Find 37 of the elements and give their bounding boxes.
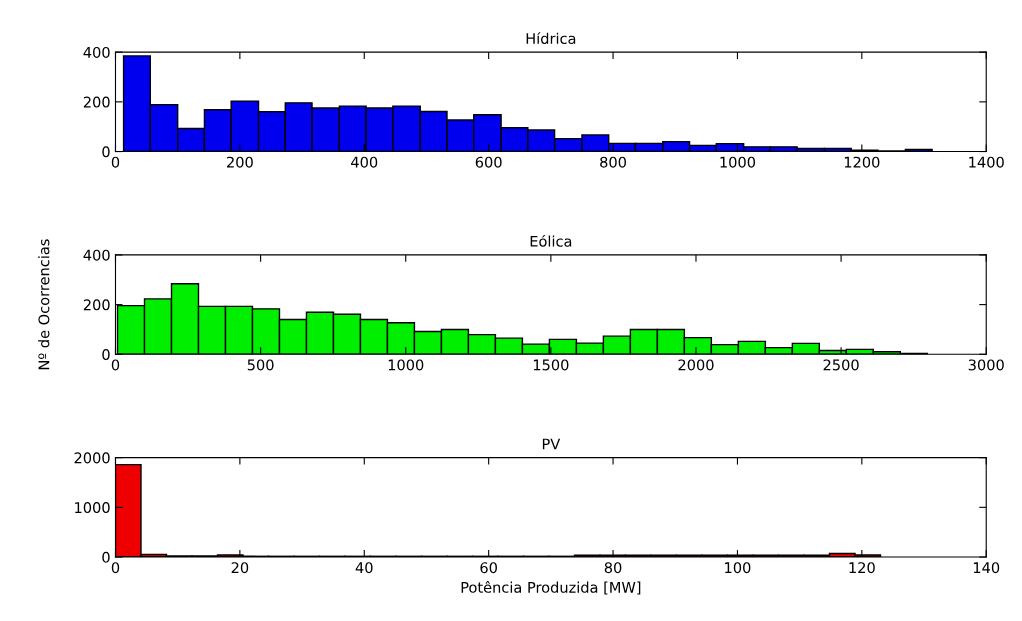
y-tick-label: 1000: [75, 502, 110, 514]
x-tick-label: 400: [351, 156, 378, 168]
x-tick-label: 20: [231, 562, 249, 574]
x-tick-label: 40: [355, 562, 373, 574]
x-tick-label: 100: [725, 562, 751, 574]
x-tick-label: 140: [973, 562, 1000, 574]
chart-title: PV: [542, 438, 561, 450]
y-tick-label: 0: [102, 551, 110, 563]
x-tick-label: 200: [227, 156, 253, 168]
x-tick-label: 800: [600, 156, 626, 168]
chart-title: Hídrica: [526, 32, 576, 45]
x-tick-label: 2000: [678, 359, 714, 371]
y-tick-label: 200: [83, 96, 110, 108]
x-tick-label: 1000: [720, 156, 756, 168]
x-tick-label: 500: [247, 359, 274, 371]
y-tick-label: 0: [102, 146, 110, 158]
x-tick-label: 0: [111, 359, 120, 371]
chart-title: Eólica: [530, 234, 572, 247]
y-axis-title: Nº de Ocorrencias: [38, 239, 50, 370]
x-tick-label: 120: [849, 562, 875, 574]
y-tick-label: 400: [83, 249, 110, 261]
x-tick-label: 600: [475, 156, 502, 168]
x-tick-label: 1000: [388, 359, 424, 371]
y-tick-label: 0: [102, 349, 110, 361]
x-tick-label: 0: [111, 562, 120, 574]
x-tick-label: 3000: [968, 359, 1004, 371]
x-tick-label: 1400: [969, 156, 1004, 168]
y-tick-label: 200: [83, 299, 110, 311]
x-tick-label: 80: [604, 562, 622, 574]
x-tick-label: 1500: [533, 359, 569, 371]
x-axis-title: Potência Produzida [MW]: [461, 580, 641, 595]
y-tick-label: 2000: [74, 452, 110, 464]
y-tick-label: 400: [83, 46, 110, 58]
x-tick-label: 60: [480, 562, 497, 574]
x-tick-label: 2500: [823, 359, 859, 371]
x-tick-label: 1200: [844, 156, 880, 168]
x-tick-label: 0: [111, 156, 120, 168]
